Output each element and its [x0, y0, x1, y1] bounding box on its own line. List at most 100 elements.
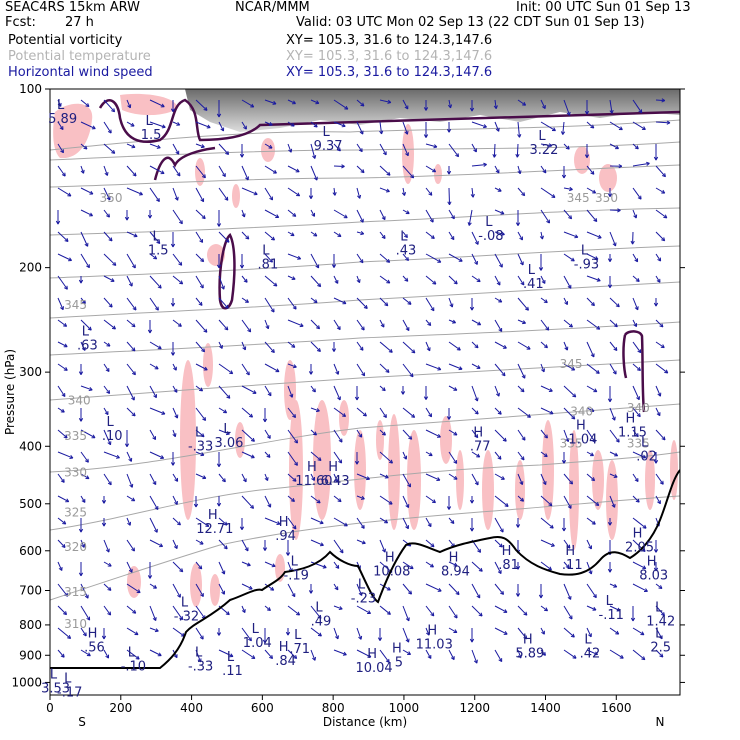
wind-arrowhead: [354, 396, 360, 401]
wind-arrowhead: [342, 413, 347, 417]
wind-arrowhead: [450, 236, 455, 241]
wind-arrowhead: [294, 461, 298, 466]
wind-arrowhead: [316, 499, 321, 504]
wind-arrowhead: [568, 215, 573, 220]
wind-arrowhead: [292, 305, 297, 310]
wind-arrowhead: [317, 283, 322, 288]
wind-arrowhead: [590, 124, 595, 129]
wind-arrowhead: [497, 570, 502, 575]
wind-arrow: [494, 341, 507, 349]
field-potential-temperature: Potential temperature: [8, 49, 151, 64]
extremum-value: 11.60: [295, 474, 332, 489]
extremum-value: 1.04: [243, 636, 272, 651]
wind-arrow: [195, 165, 206, 179]
wind-arrowhead: [317, 632, 322, 637]
wind-arrowhead: [131, 323, 136, 328]
y-tick-label: 400: [19, 439, 42, 453]
wind-arrowhead: [498, 327, 503, 332]
wind-arrow: [264, 451, 271, 458]
xy-potential-vorticity: XY= 105.3, 31.6 to 124.3,147.6: [286, 33, 493, 48]
wind-arrowhead: [401, 192, 407, 196]
field-wind-speed: Horizontal wind speed: [8, 65, 153, 80]
wind-arrowhead: [179, 616, 184, 621]
wind-arrowhead: [429, 563, 434, 568]
wind-arrow: [333, 495, 342, 503]
wind-arrowhead: [200, 593, 204, 597]
extremum-type: L: [528, 263, 536, 278]
wind-arrow: [333, 561, 340, 569]
theta-labels: 350 345 350 345 345 340 340 340 335 335 335 330 325 3…: [64, 191, 650, 631]
wind-arrowhead: [612, 370, 617, 375]
wind-arrowhead: [268, 121, 273, 126]
wind-arrowhead: [87, 326, 92, 331]
extremum-value: .71: [289, 642, 310, 657]
y-tick-label: 1000: [11, 675, 42, 689]
wind-arrow: [540, 165, 547, 174]
wind-arrow: [586, 363, 600, 374]
wind-arrowhead: [437, 259, 442, 263]
wind-arrowhead: [239, 153, 245, 158]
wind-arrowhead: [386, 586, 391, 591]
upper-shading: [185, 89, 680, 132]
wind-arrowhead: [315, 264, 320, 269]
x-axis: 0 200 400 600 800 1000 1200 1400 1600: [46, 695, 632, 715]
wind-arrow: [126, 341, 136, 352]
wind-arrowhead: [342, 300, 347, 305]
wind-arrowhead: [296, 611, 301, 616]
wind-arrow: [57, 517, 67, 525]
theta-label: 320: [64, 540, 87, 554]
wind-arrow: [103, 451, 120, 459]
wind-arrowhead: [86, 616, 91, 621]
wind-arrow: [586, 407, 595, 412]
wind-arrow: [471, 451, 480, 458]
wind-arrowhead: [386, 279, 391, 284]
xy-wind-speed: XY= 105.3, 31.6 to 124.3,147.6: [286, 65, 493, 80]
extremum-type: H: [523, 633, 533, 648]
wind-arrowhead: [409, 565, 414, 570]
wind-arrow: [517, 341, 531, 350]
wind-arrowhead: [638, 109, 643, 114]
wind-arrow: [264, 583, 275, 591]
wind-arrow: [425, 253, 442, 263]
wind-arrowhead: [642, 524, 647, 529]
wind-arrowhead: [386, 611, 391, 615]
wind-arrowhead: [358, 148, 363, 153]
wind-arrowhead: [147, 575, 153, 579]
wind-arrow: [264, 649, 273, 659]
wind-arrowhead: [502, 437, 507, 442]
wind-arrowhead: [101, 635, 107, 640]
wind-arrow: [586, 627, 592, 638]
wind-arrow: [287, 341, 296, 348]
wind-arrowhead: [497, 410, 502, 415]
wind-arrowhead: [316, 348, 321, 352]
wind-arrowhead: [590, 408, 595, 413]
wind-arrowhead: [356, 279, 361, 284]
x-tick-label: 0: [46, 701, 54, 715]
extremum-value: .81: [498, 558, 519, 573]
wind-arrow: [310, 275, 322, 287]
wind-arrow: [195, 209, 206, 219]
wind-arrowhead: [292, 525, 297, 530]
wind-arrowhead: [666, 120, 671, 125]
wind-arrowhead: [616, 607, 621, 612]
wind-arrow: [57, 583, 69, 597]
init-time: Init: 00 UTC Sun 01 Sep 13: [516, 0, 691, 15]
extremum-value: -.19: [284, 568, 309, 583]
x-end-right-label: N: [656, 715, 665, 729]
wind-arrowhead: [618, 164, 623, 169]
wind-arrowhead: [549, 410, 554, 415]
wind-arrow: [632, 187, 642, 200]
wind-arrow: [379, 319, 385, 328]
wind-arrow: [57, 385, 66, 397]
wind-arrow: [149, 121, 166, 128]
wind-arrow: [80, 165, 85, 174]
wind-arrowhead: [613, 323, 618, 328]
wind-arrowhead: [384, 474, 389, 479]
wind-arrowhead: [85, 103, 90, 108]
wind-arrowhead: [61, 172, 66, 177]
wind-arrowhead: [474, 410, 479, 415]
wind-arrow: [540, 517, 554, 529]
wind-arrowhead: [269, 196, 274, 201]
wind-arrowhead: [178, 220, 183, 225]
wind-arrow: [287, 407, 296, 418]
